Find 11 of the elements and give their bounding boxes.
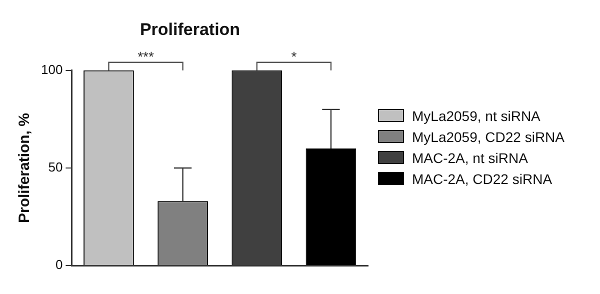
y-tick-label: 50 [48,160,63,175]
y-axis-title: Proliferation, % [16,112,34,224]
legend-label: MyLa2059, CD22 siRNA [412,128,565,144]
legend-label: MAC-2A, nt siRNA [412,150,528,166]
text: * [291,48,298,64]
chart-title: Proliferation [140,20,240,39]
y-tick-label: 100 [40,62,63,77]
text: *** [138,48,154,64]
legend-label: MyLa2059, nt siRNA [412,108,540,124]
legend-label: MAC-2A, CD22 siRNA [412,170,552,186]
y-tick-label: 0 [55,257,63,272]
